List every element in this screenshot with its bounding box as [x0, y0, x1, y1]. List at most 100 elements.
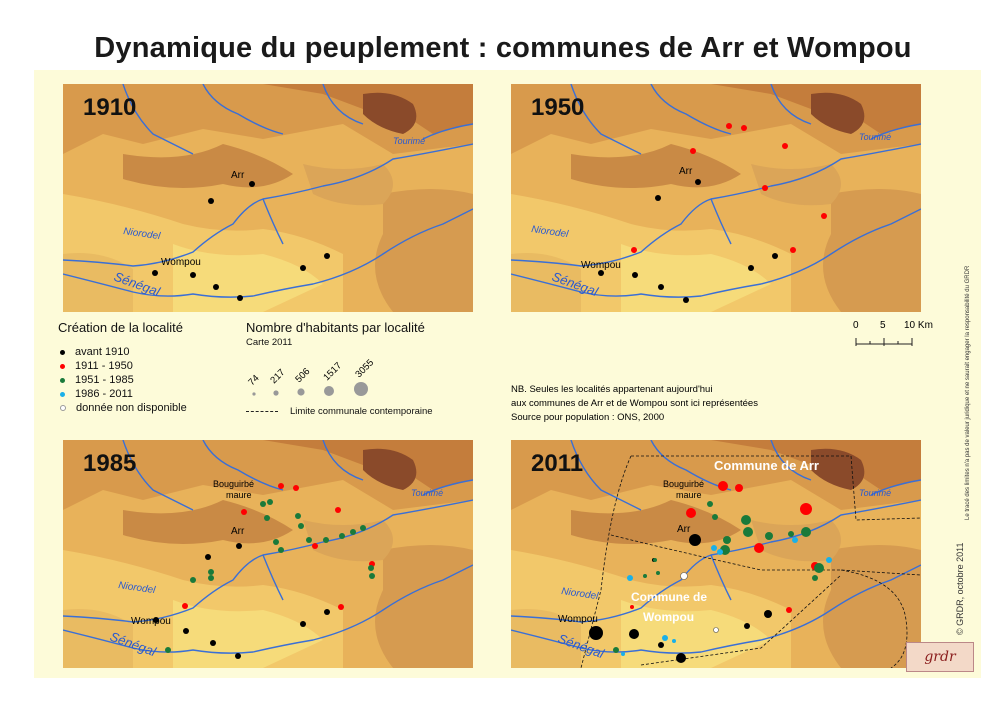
scale-tick-10: 10 Km [904, 320, 933, 331]
locality-dot [723, 536, 731, 544]
label-maure: maure [226, 490, 252, 500]
note-line-1: NB. Seules les localités appartenant auj… [511, 384, 713, 395]
localities-1910 [152, 181, 330, 301]
locality-dot [339, 533, 345, 539]
locality-dot [298, 523, 304, 529]
locality-dot [182, 603, 188, 609]
size-label: 74 [246, 373, 261, 388]
localities-1986-2011 [621, 537, 832, 656]
locality-dot [335, 507, 341, 513]
locality-dot [680, 572, 688, 580]
locality-dot [360, 525, 366, 531]
size-symbol-3055 [354, 382, 368, 396]
locality-dot [782, 143, 788, 149]
locality-dot [621, 652, 625, 656]
label-wompou: Wompou [581, 260, 621, 271]
locality-dot [689, 534, 701, 546]
legend-creation-title: Création de la localité [58, 320, 184, 335]
legend-pop-subtitle: Carte 2011 [246, 337, 293, 348]
map-panel-1950: Tourimé Niorodel Sénégal Arr Wompou 1950 [511, 84, 921, 312]
locality-dot [743, 527, 753, 537]
locality-dot [273, 539, 279, 545]
locality-dot [300, 265, 306, 271]
label-arr: Arr [679, 166, 693, 177]
note-line-2: aux communes de Arr et de Wompou sont ic… [511, 398, 758, 409]
locality-dot [324, 609, 330, 615]
legend-item: donnée non disponible [58, 401, 238, 415]
legend-label: avant 1910 [75, 346, 130, 358]
locality-dot [707, 501, 713, 507]
localities-1951-1985 [165, 499, 375, 653]
locality-dot [630, 605, 634, 609]
size-label: 3055 [353, 357, 376, 380]
label-tourime: Tourimé [859, 132, 891, 142]
locality-dot [686, 508, 696, 518]
scale-bar-graphic [855, 338, 913, 346]
locality-dot [295, 513, 301, 519]
label-commune-arr: Commune de Arr [714, 458, 819, 473]
locality-dot [717, 549, 723, 555]
label-commune-wompou-line2: Wompou [643, 610, 694, 624]
label-wompou: Wompou [131, 616, 171, 627]
locality-dot [631, 247, 637, 253]
locality-dot [165, 647, 171, 653]
locality-dot [695, 179, 701, 185]
label-tourime: Tourimé [859, 488, 891, 498]
locality-dot [683, 297, 689, 303]
legend-boundary: Limite communale contemporaine [246, 406, 433, 417]
locality-dot [632, 272, 638, 278]
locality-dot [726, 123, 732, 129]
legend-item: 1951 - 1985 [58, 373, 238, 387]
locality-dot [653, 558, 657, 562]
locality-dot [655, 195, 661, 201]
locality-dot [672, 639, 676, 643]
locality-dot [368, 565, 374, 571]
scale-bar: 0 5 10 Km [850, 320, 950, 350]
locality-dot [741, 125, 747, 131]
grdr-logo: grdr [906, 642, 974, 672]
locality-dot [627, 575, 633, 581]
label-arr: Arr [231, 170, 245, 181]
label-niorodel: Niorodel [118, 580, 157, 596]
locality-dot [338, 604, 344, 610]
locality-dot [208, 198, 214, 204]
locality-dot [237, 295, 243, 301]
map-1950-svg: Tourimé Niorodel Sénégal Arr Wompou [511, 84, 921, 312]
legend-swatch [60, 349, 65, 355]
locality-dot [744, 623, 750, 629]
locality-dot [213, 284, 219, 290]
size-symbol-74 [252, 392, 256, 396]
locality-dot [323, 537, 329, 543]
locality-dot [613, 647, 619, 653]
locality-dot [235, 653, 241, 659]
locality-dot [210, 640, 216, 646]
size-label: 1517 [321, 360, 344, 383]
size-label: 217 [268, 367, 287, 386]
locality-dot [826, 557, 832, 563]
locality-dot [153, 617, 159, 623]
panel-year-1910: 1910 [83, 94, 137, 121]
localities-1911-1950 [631, 123, 827, 253]
localities-1951-1985 [613, 501, 824, 653]
locality-dot [183, 628, 189, 634]
localities-1911-1950 [630, 481, 819, 613]
label-tourime: Tourimé [393, 136, 425, 146]
map-panel-1985: Tourimé Niorodel Sénégal Arr Wompou Boug… [63, 440, 473, 668]
pop-size-symbols: 74 217 506 1517 3055 [246, 357, 376, 396]
label-bouguirbe: Bouguirbé [663, 479, 704, 489]
locality-dot [754, 543, 764, 553]
locality-dot [249, 181, 255, 187]
locality-dot [350, 529, 356, 535]
locality-dot [658, 642, 664, 648]
locality-dot [748, 265, 754, 271]
locality-dot [312, 543, 318, 549]
size-symbol-506 [297, 388, 305, 396]
locality-dot [713, 627, 719, 633]
locality-dot [821, 213, 827, 219]
label-arr: Arr [677, 524, 691, 535]
locality-dot [208, 569, 214, 575]
disclaimer-text: Le tracé des limites n'a pas de valeur j… [965, 265, 971, 520]
locality-dot [236, 543, 242, 549]
legend-population: Nombre d'habitants par localité Carte 20… [246, 320, 486, 420]
locality-dot [300, 621, 306, 627]
